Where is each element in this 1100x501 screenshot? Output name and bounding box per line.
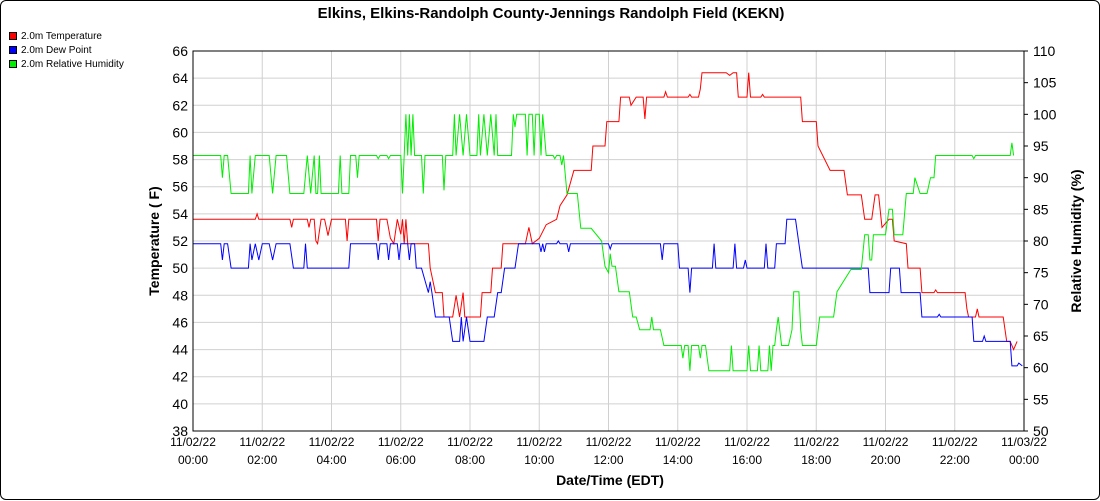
- legend-label-temperature: 2.0m Temperature: [21, 30, 102, 42]
- x-tick-time: 16:00: [732, 453, 762, 467]
- x-tick-date: 11/02/22: [309, 435, 355, 449]
- x-tick-time: 06:00: [386, 453, 416, 467]
- legend-item-dew-point: 2.0m Dew Point: [9, 43, 124, 57]
- y2-axis-label: Relative Humidity (%): [1068, 169, 1084, 312]
- x-tick-time: 18:00: [801, 453, 831, 467]
- y-tick-label: 64: [172, 70, 188, 86]
- x-tick-date: 11/02/22: [378, 435, 424, 449]
- y2-tick-label: 110: [1033, 43, 1056, 59]
- x-tick-time: 00:00: [1009, 453, 1039, 467]
- y2-tick-label: 55: [1033, 391, 1049, 407]
- y2-tick-label: 105: [1033, 75, 1057, 91]
- x-tick-time: 08:00: [455, 453, 485, 467]
- x-tick-date: 11/02/22: [793, 435, 839, 449]
- x-tick-date: 11/02/22: [516, 435, 562, 449]
- legend-label-relative-humidity: 2.0m Relative Humidity: [21, 58, 124, 70]
- series-line-dew-point: [193, 218, 1023, 367]
- y2-tick-label: 65: [1033, 328, 1049, 344]
- y-tick-label: 38: [172, 423, 188, 439]
- series-line-temperature: [193, 72, 1018, 351]
- x-tick-date: 11/02/22: [863, 435, 909, 449]
- legend-item-relative-humidity: 2.0m Relative Humidity: [9, 57, 124, 71]
- x-tick-date: 11/02/22: [586, 435, 632, 449]
- y-tick-label: 48: [172, 287, 188, 303]
- x-tick-time: 10:00: [524, 453, 554, 467]
- y-tick-label: 44: [172, 342, 188, 358]
- x-tick-time: 02:00: [247, 453, 277, 467]
- x-tick-time: 04:00: [316, 453, 346, 467]
- y2-tick-label: 80: [1033, 233, 1049, 249]
- y-tick-label: 66: [172, 43, 188, 59]
- y2-axis-ticks: 50 55 60 65 70 75 80 85 90 95 100 105 110: [1024, 43, 1057, 439]
- y-tick-label: 56: [172, 179, 188, 195]
- x-tick-time: 20:00: [870, 453, 900, 467]
- legend-label-dew-point: 2.0m Dew Point: [21, 44, 92, 56]
- x-tick-date: 11/02/22: [239, 435, 285, 449]
- y-tick-label: 42: [172, 369, 188, 385]
- series-layer: [193, 72, 1023, 372]
- y-tick-label: 40: [172, 396, 188, 412]
- legend-swatch-temperature: [9, 32, 17, 40]
- y2-tick-label: 60: [1033, 360, 1049, 376]
- x-tick-time: 14:00: [663, 453, 693, 467]
- y-tick-label: 54: [172, 206, 188, 222]
- x-axis-label: Date/Time (EDT): [556, 472, 664, 488]
- x-tick-date: 11/02/22: [170, 435, 216, 449]
- y2-tick-label: 90: [1033, 170, 1049, 186]
- legend: 2.0m Temperature 2.0m Dew Point 2.0m Rel…: [9, 29, 124, 71]
- y-tick-label: 58: [172, 152, 188, 168]
- legend-swatch-relative-humidity: [9, 60, 17, 68]
- x-tick-date: 11/02/22: [655, 435, 701, 449]
- legend-swatch-dew-point: [9, 46, 17, 54]
- y2-tick-label: 70: [1033, 296, 1049, 312]
- y-tick-label: 60: [172, 124, 188, 140]
- y-tick-label: 52: [172, 233, 188, 249]
- y-tick-label: 62: [172, 97, 188, 113]
- y2-tick-label: 95: [1033, 138, 1049, 154]
- x-tick-time: 22:00: [940, 453, 970, 467]
- x-tick-date: 11/02/22: [724, 435, 770, 449]
- x-axis-ticks: 11/02/22 00:00 11/02/22 02:00 11/02/22 04:00 1…: [170, 435, 1047, 467]
- chart-title: Elkins, Elkins-Randolph County-Jennings …: [317, 5, 785, 22]
- y-tick-label: 50: [172, 260, 188, 276]
- legend-item-temperature: 2.0m Temperature: [9, 29, 124, 43]
- x-tick-time: 12:00: [593, 453, 623, 467]
- x-tick-date: 11/02/22: [447, 435, 493, 449]
- x-tick-time: 00:00: [178, 453, 208, 467]
- y-axis-ticks: 38 40 42 44 46 48 50 52 54 56 58 60 62 64 66: [172, 43, 188, 439]
- x-tick-date: 11/02/22: [932, 435, 978, 449]
- y2-tick-label: 85: [1033, 201, 1049, 217]
- x-tick-date: 11/03/22: [1001, 435, 1047, 449]
- y2-tick-label: 75: [1033, 265, 1049, 281]
- y-tick-label: 46: [172, 314, 188, 330]
- y2-tick-label: 50: [1033, 423, 1049, 439]
- series-line-relative-humidity: [193, 113, 1015, 372]
- y-axis-label: Temperature ( F): [146, 186, 162, 295]
- y2-tick-label: 100: [1033, 106, 1057, 122]
